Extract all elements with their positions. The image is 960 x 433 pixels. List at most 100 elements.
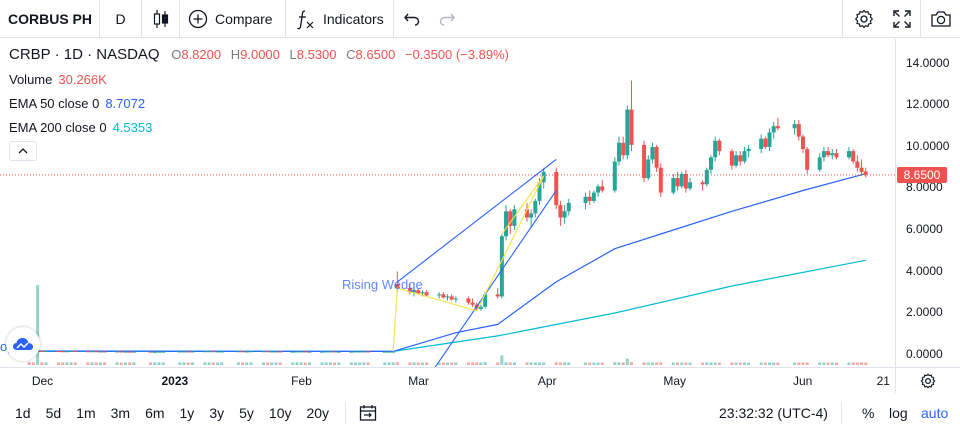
candle-body xyxy=(294,351,299,353)
symbol-search-button[interactable]: CORBUS PH xyxy=(0,0,100,38)
cloud-logo-icon xyxy=(13,338,33,350)
range-button-1m[interactable]: 1m xyxy=(76,405,96,421)
candle-body xyxy=(412,290,417,293)
legend-collapse-button[interactable] xyxy=(9,141,37,161)
candle-body xyxy=(642,144,647,179)
candle-body xyxy=(336,351,341,353)
settings-button[interactable] xyxy=(842,0,885,38)
candle-body xyxy=(274,351,279,353)
time-tick-label: 2023 xyxy=(161,374,189,388)
volume-bar xyxy=(190,362,194,365)
percent-scale-button[interactable]: % xyxy=(862,393,874,433)
chart-type-button[interactable] xyxy=(142,0,180,38)
volume-label: Volume xyxy=(9,72,53,87)
volume-bar xyxy=(563,362,567,365)
candle-body xyxy=(94,351,99,353)
wedge-upper-line xyxy=(396,158,557,283)
ema50-legend[interactable]: EMA 50 close 0 8.7072 xyxy=(9,96,145,111)
gear-icon xyxy=(920,372,936,389)
candle-body xyxy=(441,294,446,298)
range-button-5y[interactable]: 5y xyxy=(239,405,254,421)
candle-body xyxy=(805,149,810,170)
compare-button[interactable]: Compare xyxy=(180,0,286,38)
candle-body xyxy=(215,351,220,353)
volume-bar xyxy=(358,362,362,365)
log-label: log xyxy=(889,405,908,421)
candle-body xyxy=(817,157,822,170)
volume-bar xyxy=(659,362,663,365)
range-button-3y[interactable]: 3y xyxy=(209,405,225,421)
candle-body xyxy=(248,351,253,353)
price-tick-label: 12.0000 xyxy=(906,97,950,112)
time-tick-label: Dec xyxy=(31,374,54,388)
volume-bar xyxy=(613,362,617,365)
range-button-1y[interactable]: 1y xyxy=(179,405,195,421)
candle-body xyxy=(152,351,157,353)
range-button-20y[interactable]: 20y xyxy=(306,405,330,421)
candle-body xyxy=(466,298,471,303)
volume-bar xyxy=(584,362,588,365)
close-value: 8.6500 xyxy=(355,47,396,62)
interval-button[interactable]: D xyxy=(100,0,142,38)
range-button-3m[interactable]: 3m xyxy=(110,405,131,421)
range-button-1d[interactable]: 1d xyxy=(15,405,31,421)
candle-body xyxy=(127,351,132,353)
volume-bar xyxy=(471,362,475,365)
volume-bar xyxy=(353,362,357,365)
auto-scale-button[interactable]: auto xyxy=(921,393,948,433)
change-value: −0.3500 (−3.89%) xyxy=(404,47,509,62)
volume-bar xyxy=(149,362,153,365)
time-axis-settings-button[interactable] xyxy=(895,367,960,393)
candle-body xyxy=(654,146,659,168)
range-button-10y[interactable]: 10y xyxy=(268,405,292,421)
volume-bar xyxy=(391,362,395,365)
volume-bar xyxy=(454,362,458,365)
volume-bar xyxy=(738,362,742,365)
candle-body xyxy=(119,351,124,353)
volume-bar xyxy=(270,362,274,365)
snapshot-button[interactable] xyxy=(920,0,960,38)
low-label: L xyxy=(289,47,297,62)
calendar-range-icon[interactable] xyxy=(359,404,377,422)
undo-icon[interactable] xyxy=(403,11,421,27)
volume-legend[interactable]: Volume 30.266K xyxy=(9,72,107,87)
clock-label: 23:32:32 (UTC-4) xyxy=(719,405,828,421)
volume-bar xyxy=(617,362,621,365)
candle-body xyxy=(855,161,860,168)
candle-body xyxy=(504,211,509,237)
volume-bar xyxy=(450,362,454,365)
volume-bar xyxy=(44,362,48,365)
price-axis[interactable]: 14.0000 12.0000 10.0000 8.0000 6.0000 4.0000 2… xyxy=(895,39,960,367)
log-scale-button[interactable]: log xyxy=(889,393,908,433)
candle-body xyxy=(591,192,596,201)
volume-bar xyxy=(793,362,797,365)
candle-body xyxy=(625,109,630,156)
fullscreen-button[interactable] xyxy=(884,0,920,38)
candle-body xyxy=(453,298,458,300)
candle-body xyxy=(85,351,90,353)
volume-bar xyxy=(847,362,851,365)
candle-body xyxy=(646,159,651,179)
tradingview-logo[interactable] xyxy=(6,327,40,361)
candle-body xyxy=(621,142,626,156)
candle-body xyxy=(771,126,776,133)
indicators-button[interactable]: Indicators xyxy=(286,0,394,38)
time-axis[interactable]: Dec 2023 Feb Mar Apr May Jun 21 xyxy=(0,367,895,393)
candle-body xyxy=(123,351,128,353)
volume-bar xyxy=(333,362,337,365)
candle-body xyxy=(734,155,739,166)
volume-bar xyxy=(588,362,592,365)
volume-bar xyxy=(307,362,311,365)
timezone-clock[interactable]: 23:32:32 (UTC-4) xyxy=(719,393,828,433)
pattern-label[interactable]: Rising Wedge xyxy=(342,277,423,292)
open-value: 8.8200 xyxy=(181,47,222,62)
price-chart[interactable] xyxy=(0,39,895,367)
range-button-5d[interactable]: 5d xyxy=(45,405,62,421)
last-price-tag: 8.6500 xyxy=(897,166,947,183)
redo-icon[interactable] xyxy=(438,11,456,27)
close-label: C xyxy=(346,47,356,62)
volume-bar xyxy=(475,362,479,365)
range-button-6m[interactable]: 6m xyxy=(145,405,165,421)
volume-bar xyxy=(220,362,224,365)
ema200-legend[interactable]: EMA 200 close 0 4.5353 xyxy=(9,120,152,135)
